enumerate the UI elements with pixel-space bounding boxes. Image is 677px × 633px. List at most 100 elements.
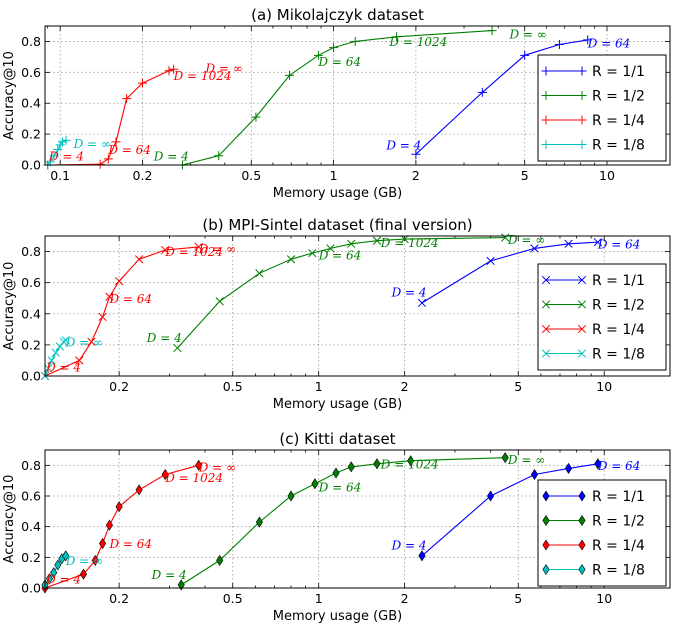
x-tick-label: 0.5	[241, 168, 261, 183]
data-point-r-1-8	[47, 356, 56, 365]
data-point-r-1-8	[53, 145, 63, 155]
data-point-r-1-8	[51, 348, 60, 357]
legend-label: R = 1/2	[592, 89, 645, 105]
legend-label: R = 1/1	[592, 273, 645, 289]
y-tick-label: 0.2	[21, 127, 41, 142]
data-point-r-1-8	[50, 567, 58, 579]
series-annotation: D = 64	[108, 292, 152, 306]
x-tick-label: 0.5	[223, 379, 243, 394]
series-annotation: D = 1024	[173, 69, 232, 83]
legend-swatch-marker	[577, 66, 587, 76]
chart-panel-3: D = 4D = 64D = 4D = 64D = 1024 D = ∞D = 4…	[2, 430, 671, 624]
data-point-r-1-4	[99, 537, 107, 550]
data-point-r-1-2	[372, 236, 382, 245]
x-tick-label: 0.5	[223, 591, 243, 606]
x-tick-label: 10	[596, 379, 612, 394]
series-annotation: D = ∞	[204, 61, 242, 75]
y-tick-label: 0.0	[21, 369, 41, 384]
series-line-r-1-4	[44, 246, 199, 377]
data-point-r-1-8	[61, 135, 71, 145]
series-annotation: D = 1024	[164, 471, 223, 485]
data-point-r-1-1	[487, 490, 495, 502]
legend-label: R = 1/1	[592, 64, 645, 80]
legend-swatch-marker	[542, 563, 550, 576]
legend-swatch-marker	[577, 140, 587, 149]
data-point-r-1-1	[418, 550, 426, 562]
legend-swatch-marker	[541, 349, 551, 358]
x-tick-label: 1	[330, 168, 338, 183]
data-point-r-1-1	[477, 87, 487, 97]
x-tick-label: 0.2	[109, 591, 129, 606]
series-annotation: D = 64	[587, 37, 631, 51]
legend: R = 1/1 R = 1/2 R = 1/4 R = 1/8	[537, 54, 667, 162]
data-point-r-1-1	[530, 244, 539, 253]
data-point-r-1-8	[62, 550, 70, 562]
y-tick-label: 0.2	[21, 550, 41, 565]
series-annotation: D = ∞	[65, 554, 103, 568]
y-tick-label: 0.6	[21, 489, 41, 504]
series-annotation: D = 1024	[380, 457, 439, 471]
y-tick-label: 0.2	[21, 337, 41, 352]
data-point-r-1-2	[373, 458, 381, 470]
series-annotation: D = 64	[318, 248, 362, 262]
data-point-r-1-4	[135, 484, 143, 496]
y-tick-label: 0.0	[21, 158, 41, 173]
legend-swatch-marker	[541, 140, 551, 149]
x-axis-label: Memory usage (GB)	[273, 397, 403, 412]
series-line-r-1-2	[180, 457, 506, 586]
y-tick-label: 0.0	[21, 581, 41, 596]
data-point-r-1-2	[501, 233, 510, 242]
data-point-r-1-4	[95, 159, 105, 169]
series-annotation: D = 1024	[164, 245, 223, 259]
x-tick-label: 5	[514, 379, 522, 394]
data-point-r-1-2	[347, 239, 356, 248]
series-annotation: D = 4	[48, 149, 84, 163]
y-tick-label: 0.8	[21, 244, 41, 259]
data-point-r-1-2	[347, 461, 355, 473]
legend-label: R = 1/4	[592, 113, 645, 129]
data-point-r-1-2	[501, 452, 509, 464]
y-tick-label: 0.6	[21, 275, 41, 290]
legend-box	[537, 263, 667, 371]
series-annotation: D = 64	[107, 143, 151, 157]
y-tick-label: 0.8	[21, 458, 41, 473]
data-point-r-1-2	[392, 32, 402, 42]
data-point-r-1-2	[255, 516, 263, 528]
data-point-r-1-2	[400, 234, 409, 244]
legend-swatch-marker	[541, 91, 551, 100]
series-annotation: D = ∞	[198, 242, 236, 256]
data-point-r-1-2	[308, 248, 317, 258]
data-point-r-1-2	[407, 455, 415, 467]
legend-swatch-marker	[541, 115, 551, 125]
legend-label: R = 1/4	[592, 322, 645, 338]
legend-label: R = 1/8	[592, 138, 645, 154]
data-point-r-1-2	[214, 151, 224, 161]
x-tick-label: 0.2	[109, 379, 129, 394]
series-annotation: D = ∞	[507, 233, 545, 247]
data-point-r-1-1	[554, 40, 564, 50]
data-point-r-1-4	[137, 78, 147, 88]
series-annotation: D = 4	[45, 360, 81, 374]
legend-swatch-marker	[541, 324, 551, 334]
data-point-r-1-2	[251, 112, 261, 122]
series-annotation: D = ∞	[65, 335, 103, 349]
series-annotation: D = ∞	[198, 460, 236, 474]
y-tick-label: 0.4	[21, 306, 41, 321]
series-annotation: D = 4	[153, 149, 189, 163]
series-annotation: D = 64	[597, 459, 641, 473]
data-point-r-1-4	[161, 468, 169, 481]
y-tick-label: 0.6	[21, 65, 41, 80]
series-annotation: D = 1024	[388, 35, 447, 49]
y-axis-label: Accuracy@10	[2, 51, 17, 140]
data-point-r-1-4	[194, 242, 203, 252]
data-point-r-1-2	[287, 490, 295, 502]
legend-swatch-marker	[577, 324, 587, 334]
legend-swatch-marker	[542, 490, 550, 502]
data-point-r-1-1	[583, 35, 593, 45]
data-point-r-1-8	[61, 336, 70, 345]
plot-frame	[44, 25, 671, 166]
data-point-r-1-2	[311, 478, 319, 490]
x-tick-label: 0.2	[133, 168, 153, 183]
